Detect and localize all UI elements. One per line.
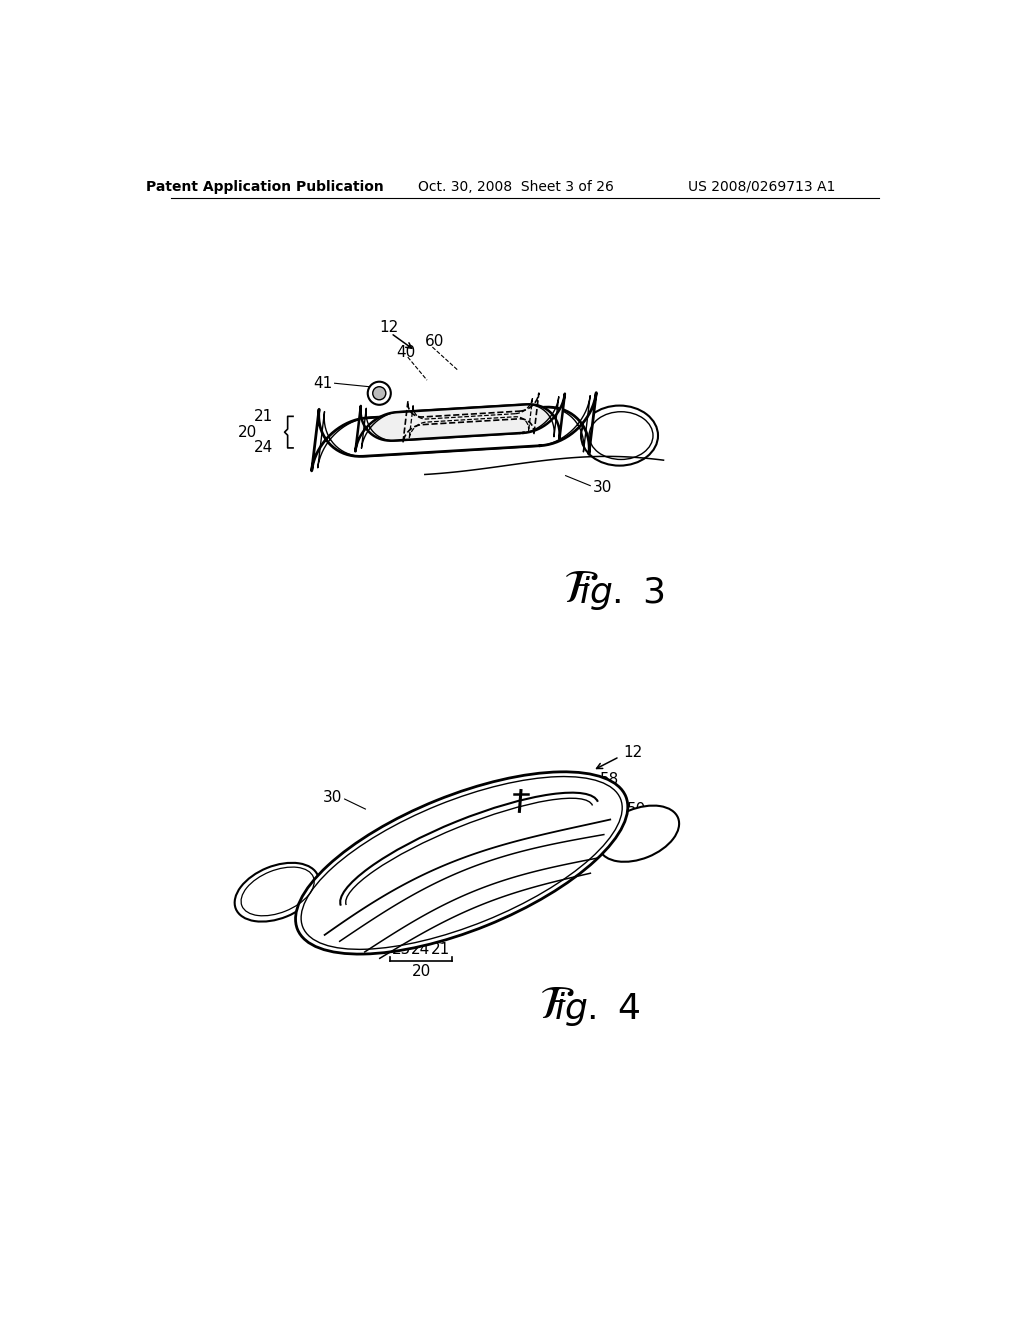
- Text: 60: 60: [425, 334, 444, 350]
- Text: $\mathcal{F}$: $\mathcal{F}$: [563, 568, 599, 612]
- Text: 22: 22: [556, 822, 574, 837]
- Text: 21: 21: [254, 409, 273, 424]
- Text: 30: 30: [323, 789, 342, 805]
- Ellipse shape: [598, 805, 679, 862]
- Text: 58: 58: [600, 772, 620, 787]
- Ellipse shape: [296, 772, 628, 954]
- Text: $\mathcal{F}$: $\mathcal{F}$: [539, 983, 574, 1028]
- Text: 21: 21: [430, 941, 450, 957]
- Text: 12: 12: [379, 321, 398, 335]
- Text: 50: 50: [628, 801, 646, 817]
- Text: US 2008/0269713 A1: US 2008/0269713 A1: [688, 180, 836, 194]
- Text: Oct. 30, 2008  Sheet 3 of 26: Oct. 30, 2008 Sheet 3 of 26: [418, 180, 613, 194]
- Text: 30: 30: [593, 479, 612, 495]
- Text: 25: 25: [392, 941, 412, 957]
- Text: 20: 20: [239, 425, 258, 440]
- Ellipse shape: [581, 405, 658, 466]
- Text: 41: 41: [313, 376, 333, 391]
- Text: 40: 40: [396, 345, 416, 360]
- Ellipse shape: [368, 381, 391, 405]
- Text: 12: 12: [624, 746, 643, 760]
- Text: 20: 20: [412, 964, 431, 979]
- Polygon shape: [311, 392, 596, 471]
- Text: 24: 24: [412, 941, 430, 957]
- Text: 24: 24: [254, 441, 273, 455]
- Ellipse shape: [373, 387, 386, 400]
- Text: $ig.\ 4$: $ig.\ 4$: [554, 990, 640, 1028]
- Text: $ig.\ 3$: $ig.\ 3$: [579, 574, 664, 612]
- Ellipse shape: [234, 863, 319, 921]
- Polygon shape: [355, 393, 565, 451]
- Text: Patent Application Publication: Patent Application Publication: [146, 180, 384, 194]
